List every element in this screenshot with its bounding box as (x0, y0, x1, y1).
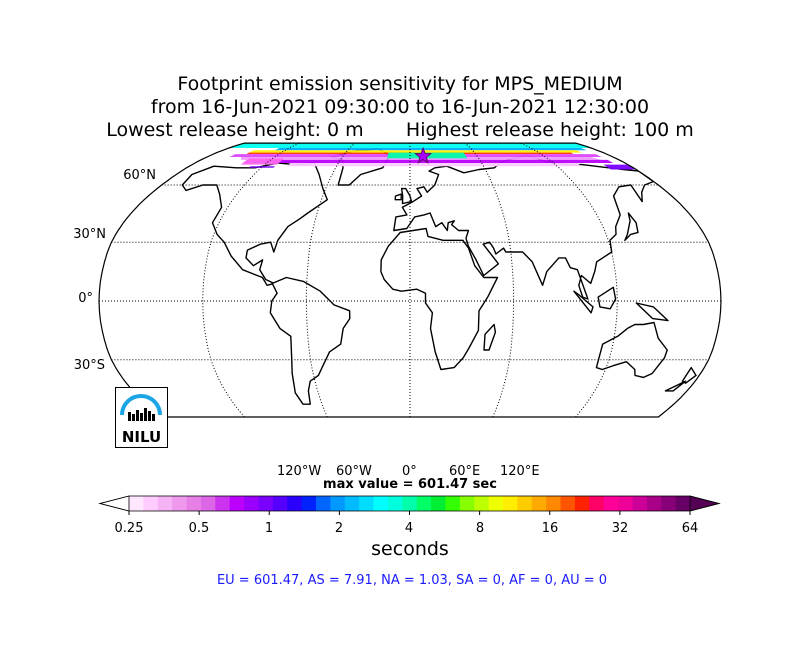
colorbar-swatch (445, 496, 461, 511)
colorbar-swatch (603, 496, 619, 511)
star-icon (414, 146, 433, 164)
colorbar-swatch (531, 496, 547, 511)
landmass (393, 154, 655, 300)
colorbar-extend-high (689, 495, 721, 512)
lon-label-60w: 60°W (336, 464, 372, 479)
landmass (269, 276, 351, 405)
colorbar-swatch (574, 496, 590, 511)
colorbar-swatch (316, 496, 331, 511)
landmass (597, 286, 617, 310)
colorbar-swatch (488, 496, 504, 511)
lat-label-0: 0° (78, 291, 93, 306)
colorbar-swatch (675, 496, 691, 511)
colorbar-swatch (229, 496, 245, 511)
colorbar-swatch (431, 496, 447, 511)
colorbar-swatch (416, 496, 432, 511)
footprint-band (240, 158, 284, 165)
colorbar-swatch (618, 496, 634, 511)
title-line-3: Lowest release height: 0 m Highest relea… (106, 119, 694, 141)
colorbar-swatch (129, 496, 144, 511)
footprint-band (249, 150, 582, 153)
landmass (483, 323, 497, 351)
colorbar-swatch (546, 496, 562, 511)
colorbar-swatch (215, 496, 231, 511)
landmass (181, 162, 328, 286)
regional-sums: EU = 601.47, AS = 7.91, NA = 1.03, SA = … (216, 573, 608, 588)
colorbar-swatch (589, 496, 605, 511)
colorbar-swatch (172, 496, 188, 511)
colorbar-swatch (560, 496, 576, 511)
colorbar-swatch (503, 496, 518, 511)
landmass (573, 290, 594, 314)
colorbar-swatch (200, 496, 216, 511)
colorbar-tick: 16 (541, 521, 559, 536)
colorbar-tick: 8 (475, 521, 485, 536)
lon-label-60e: 60°E (449, 464, 481, 479)
lon-label-120e: 120°E (500, 464, 540, 479)
colorbar-tick: 32 (611, 521, 629, 536)
colorbar-swatch (646, 496, 662, 511)
colorbar-swatch (402, 496, 418, 511)
colorbar-swatch (287, 496, 303, 511)
colorbar-swatch (301, 496, 317, 511)
graticule (99, 143, 721, 417)
lat-label-30s: 30°S (73, 358, 105, 373)
colorbar-swatch (359, 496, 375, 511)
colorbar-tick: 2 (334, 521, 344, 536)
colorbar-swatch (186, 496, 202, 511)
colorbar-swatch (661, 496, 677, 511)
colorbar-unit-label: seconds (371, 538, 449, 560)
colorbar-swatch (244, 496, 260, 511)
footprint-band (274, 148, 587, 151)
colorbar-swatch (143, 496, 159, 511)
title-line-2: from 16-Jun-2021 09:30:00 to 16-Jun-2021… (150, 96, 650, 118)
colorbar-swatch (632, 496, 648, 511)
colorbar-swatch (330, 496, 346, 511)
landmass (400, 187, 413, 205)
title-line-1: Footprint emission sensitivity for MPS_M… (177, 73, 623, 95)
landmass (624, 212, 639, 241)
landmass (664, 380, 687, 392)
colorbar-swatch (517, 496, 533, 511)
colorbar (98, 495, 721, 515)
colorbar-tick: 4 (404, 521, 414, 536)
colorbar-swatch (387, 496, 403, 511)
nilu-logo: NILU (115, 387, 168, 448)
footprint-band (287, 163, 582, 167)
colorbar-tick: 1 (264, 521, 274, 536)
footprint-band (248, 166, 276, 168)
colorbar-extend-low (98, 495, 130, 512)
colorbar-swatch (157, 496, 173, 511)
landmass (167, 421, 628, 459)
nilu-logo-icon (120, 394, 162, 421)
lon-label-120w: 120°W (277, 464, 322, 479)
colorbar-swatch (474, 496, 490, 511)
landmass (394, 193, 402, 201)
colorbar-tick: 64 (681, 521, 699, 536)
logo-text: NILU (121, 428, 162, 446)
footprint-band (229, 143, 591, 148)
lat-label-30n: 30°N (73, 227, 106, 242)
colorbar-swatch (373, 496, 389, 511)
footprint-band (603, 164, 636, 170)
colorbar-swatch (459, 496, 475, 511)
max-value-label: max value = 601.47 sec (323, 477, 497, 492)
landmass (595, 321, 668, 379)
colorbar-swatch (258, 496, 274, 511)
colorbar-tick: 0.5 (188, 521, 210, 536)
colorbar-tick: 0.25 (114, 521, 144, 536)
landmass (635, 302, 669, 322)
colorbar-swatch (272, 496, 288, 511)
lat-label-60n: 60°N (123, 168, 156, 183)
landmass (681, 366, 697, 384)
colorbar-swatch (344, 496, 360, 511)
lon-label-0: 0° (402, 464, 417, 479)
